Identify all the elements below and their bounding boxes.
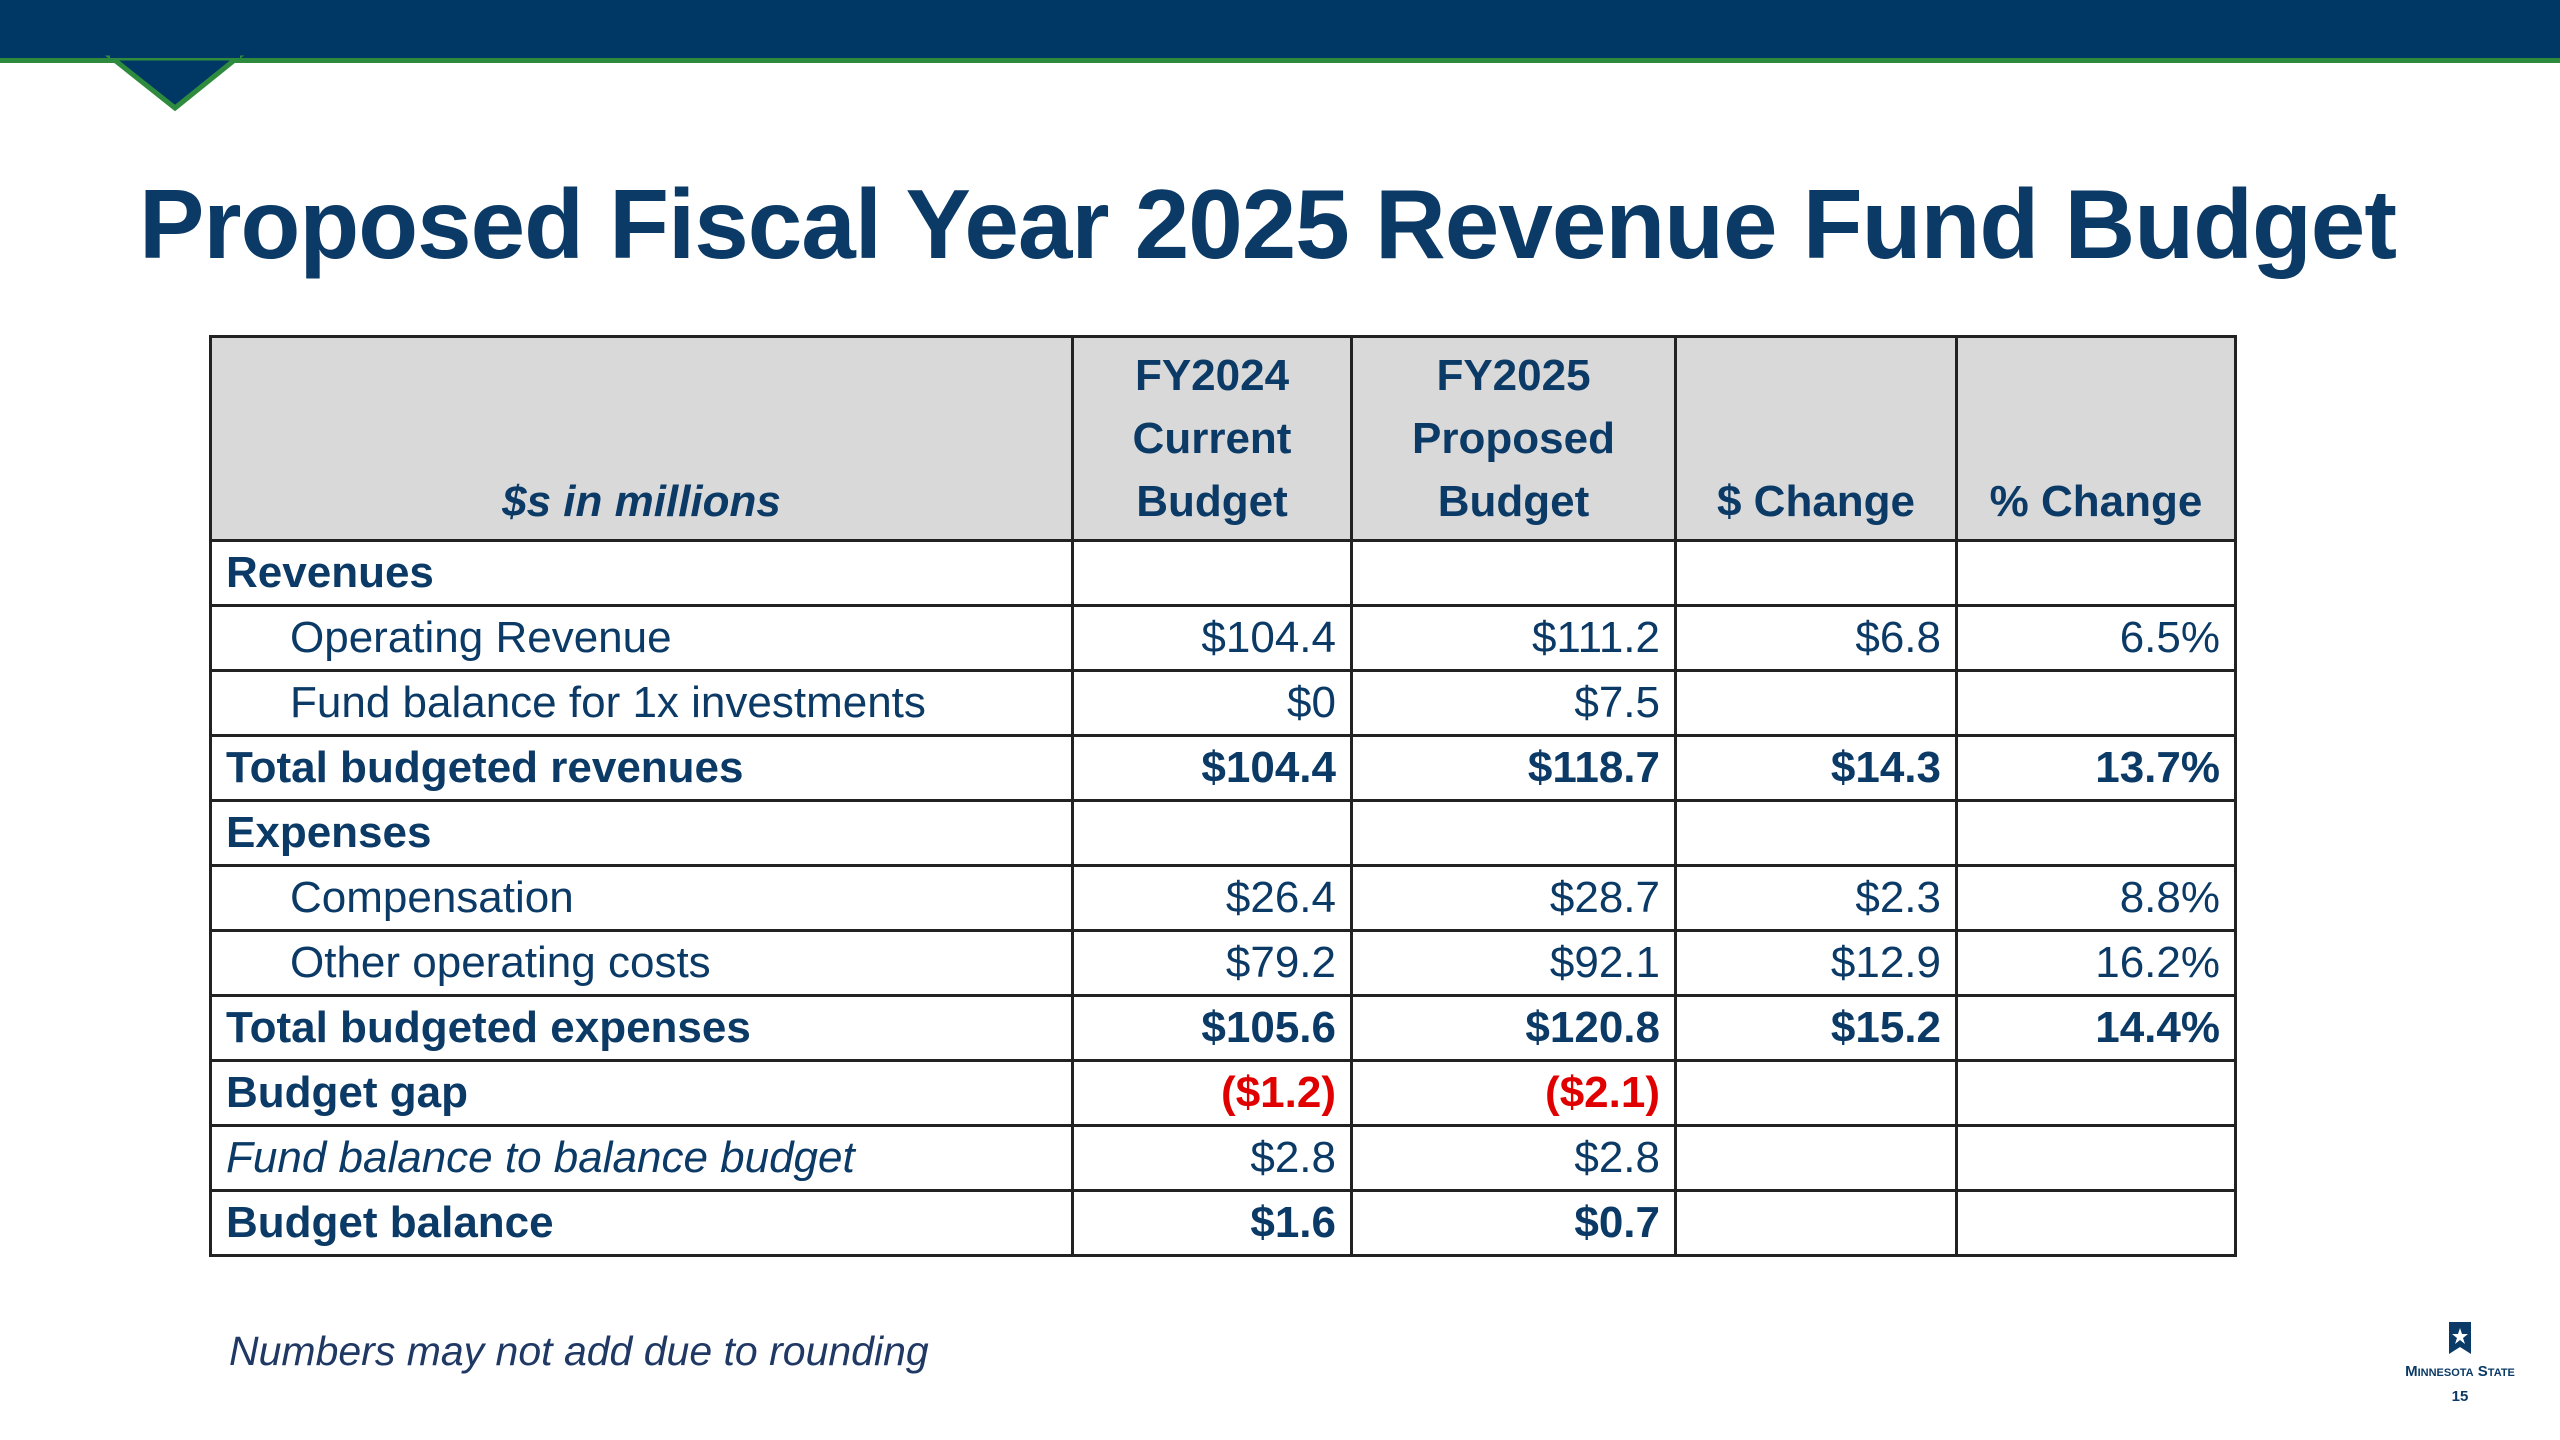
value-cell: $92.1 <box>1350 929 1677 997</box>
value-cell: $120.8 <box>1350 994 1677 1062</box>
value-cell: 16.2% <box>1955 929 2237 997</box>
logo-star <box>2452 1328 2468 1344</box>
value-cell: $28.7 <box>1350 864 1677 932</box>
row-label: Total budgeted expenses <box>209 994 1074 1062</box>
value-cell: $12.9 <box>1674 929 1958 997</box>
header-cell: $s in millions <box>209 335 1074 542</box>
chevron <box>104 50 245 112</box>
value-cell <box>1350 539 1677 607</box>
row-label: Total budgeted revenues <box>209 734 1074 802</box>
value-cell <box>1955 539 2237 607</box>
value-cell <box>1955 1189 2237 1257</box>
table-row: Budget balance $1.6 $0.7 <box>209 1189 2237 1257</box>
row-label: Budget balance <box>209 1189 1074 1257</box>
chevron-shape <box>104 55 245 112</box>
logo-text: Minnesota State <box>2405 1363 2515 1380</box>
table-row: Operating Revenue $104.4 $111.2 $6.8 6.5% <box>209 604 2237 672</box>
value-cell: $104.4 <box>1071 604 1353 672</box>
table-row: Other operating costs $79.2 $92.1 $12.9 16.2… <box>209 929 2237 997</box>
logo-icon <box>2449 1322 2471 1354</box>
row-label: Other operating costs <box>209 929 1074 997</box>
value-cell <box>1674 539 1958 607</box>
value-cell: $105.6 <box>1071 994 1353 1062</box>
table-row: Budget gap ($1.2) ($2.1) <box>209 1059 2237 1127</box>
chevron-cover <box>110 50 240 58</box>
table-row: Total budgeted expenses $105.6 $120.8 $15.2… <box>209 994 2237 1062</box>
table-row: Compensation $26.4 $28.7 $2.3 8.8% <box>209 864 2237 932</box>
value-cell: $2.8 <box>1071 1124 1353 1192</box>
value-cell: 13.7% <box>1955 734 2237 802</box>
value-cell <box>1674 1189 1958 1257</box>
header-cell: $ Change <box>1674 335 1958 542</box>
row-label: Fund balance to balance budget <box>209 1124 1074 1192</box>
value-cell <box>1350 799 1677 867</box>
value-cell: 8.8% <box>1955 864 2237 932</box>
row-label: Compensation <box>209 864 1074 932</box>
value-cell: 14.4% <box>1955 994 2237 1062</box>
table-row: Total budgeted revenues $104.4 $118.7 $14.3… <box>209 734 2237 802</box>
header-cell: FY2025 Proposed Budget <box>1350 335 1677 542</box>
value-cell: $0.7 <box>1350 1189 1677 1257</box>
value-cell: $6.8 <box>1674 604 1958 672</box>
value-cell <box>1955 669 2237 737</box>
value-cell: ($2.1) <box>1350 1059 1677 1127</box>
title: Proposed Fiscal Year 2025 Revenue Fund B… <box>139 169 2397 279</box>
value-cell: $104.4 <box>1071 734 1353 802</box>
header-row: $s in millions FY2024 Current Budget FY202… <box>209 335 2237 542</box>
value-cell <box>1071 799 1353 867</box>
row-label: Revenues <box>209 539 1074 607</box>
value-cell <box>1674 1124 1958 1192</box>
top-bar <box>0 0 2560 63</box>
value-cell <box>1674 1059 1958 1127</box>
row-label: Budget gap <box>209 1059 1074 1127</box>
header-cell: FY2024 Current Budget <box>1071 335 1353 542</box>
value-cell <box>1955 799 2237 867</box>
row-label: Operating Revenue <box>209 604 1074 672</box>
value-cell <box>1674 669 1958 737</box>
value-cell: 6.5% <box>1955 604 2237 672</box>
table-body: Revenues Operating Revenue $104.4 $111.2 $6.… <box>209 539 2237 1257</box>
footnote: Numbers may not add due to rounding <box>229 1328 929 1374</box>
value-cell: $0 <box>1071 669 1353 737</box>
value-cell <box>1955 1124 2237 1192</box>
row-label: Fund balance for 1x investments <box>209 669 1074 737</box>
value-cell: $2.8 <box>1350 1124 1677 1192</box>
table-row: Expenses <box>209 799 2237 867</box>
value-cell: $7.5 <box>1350 669 1677 737</box>
value-cell <box>1674 799 1958 867</box>
value-cell: $15.2 <box>1674 994 1958 1062</box>
table-row: Fund balance for 1x investments $0 $7.5 <box>209 669 2237 737</box>
value-cell: $79.2 <box>1071 929 1353 997</box>
value-cell: $111.2 <box>1350 604 1677 672</box>
header-cell: % Change <box>1955 335 2237 542</box>
value-cell: ($1.2) <box>1071 1059 1353 1127</box>
row-label: Expenses <box>209 799 1074 867</box>
value-cell: $14.3 <box>1674 734 1958 802</box>
budget-table: $s in millions FY2024 Current Budget FY202… <box>209 335 2237 1257</box>
table-row: Fund balance to balance budget $2.8 $2.8 <box>209 1124 2237 1192</box>
table-row: Revenues <box>209 539 2237 607</box>
value-cell: $118.7 <box>1350 734 1677 802</box>
value-cell <box>1071 539 1353 607</box>
value-cell <box>1955 1059 2237 1127</box>
page-number: 15 <box>2451 1388 2469 1405</box>
value-cell: $26.4 <box>1071 864 1353 932</box>
logo: Minnesota State 15 <box>2380 1320 2540 1405</box>
value-cell: $1.6 <box>1071 1189 1353 1257</box>
value-cell: $2.3 <box>1674 864 1958 932</box>
